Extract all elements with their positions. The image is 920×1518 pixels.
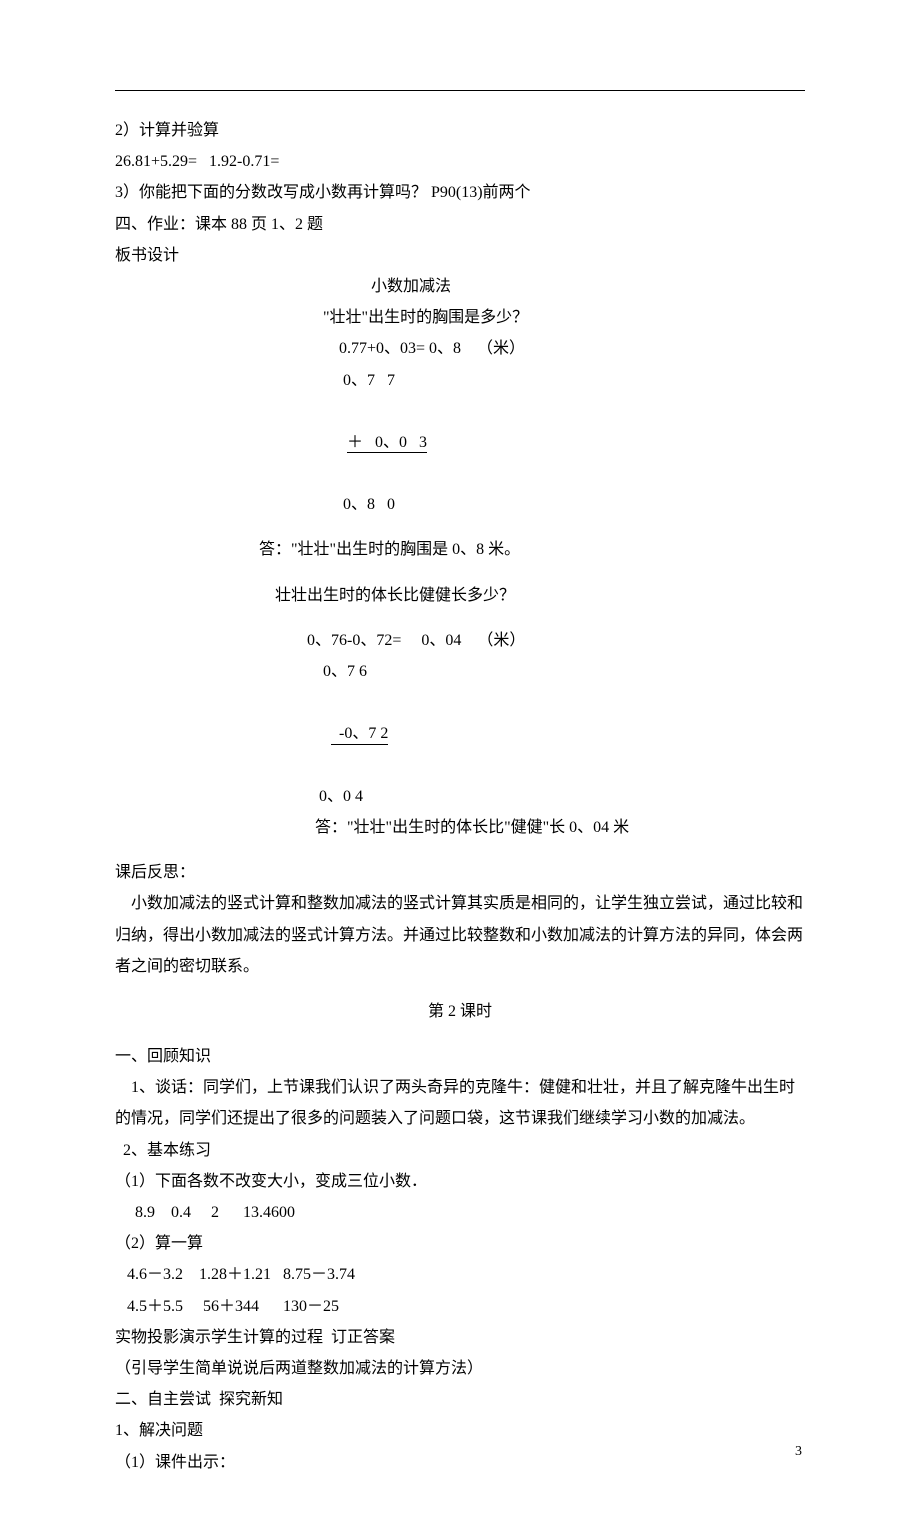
board-question-2: 壮壮出生时的体长比健健长多少？	[115, 580, 805, 611]
body-line: 四、作业：课本 88 页 1、2 题	[115, 209, 805, 240]
body-line: （1）下面各数不改变大小，变成三位小数．	[115, 1166, 805, 1197]
body-line: （引导学生简单说说后两道整数加减法的计算方法）	[115, 1353, 805, 1384]
body-line: 8.9 0.4 2 13.4600	[115, 1197, 805, 1228]
spacer	[115, 843, 805, 857]
board-calc-2: 0、76-0、72= 0、04 （米） 0、7 6 -0、7 2 0、0 4 答…	[307, 625, 805, 843]
top-rule	[115, 90, 805, 91]
lesson-2-heading: 第 2 课时	[115, 996, 805, 1027]
board-eq-1: 0.77+0、03= 0、8 （米）	[323, 333, 805, 364]
body-line: 4.6－3.2 1.28＋1.21 8.75－3.74	[115, 1259, 805, 1290]
body-line: （1）课件出示：	[115, 1447, 805, 1478]
spacer	[115, 566, 805, 580]
board-title: 小数加减法	[323, 271, 805, 302]
reflection-paragraph: 小数加减法的竖式计算和整数加减法的竖式计算其实质是相同的，让学生独立尝试，通过比…	[115, 888, 805, 982]
spacer	[115, 520, 805, 534]
body-line: （2）算一算	[115, 1228, 805, 1259]
section-heading: 二、自主尝试 探究新知	[115, 1384, 805, 1415]
body-line: 实物投影演示学生计算的过程 订正答案	[115, 1322, 805, 1353]
section-heading: 一、回顾知识	[115, 1041, 805, 1072]
board-answer-2: 答："壮壮"出生时的体长比"健健"长 0、04 米	[307, 812, 805, 843]
body-line: 4.5＋5.5 56＋344 130－25	[115, 1291, 805, 1322]
vertical-calc-result: 0、0 4	[307, 781, 805, 812]
board-eq-2: 0、76-0、72= 0、04 （米）	[307, 625, 805, 656]
vertical-calc-line: -0、7 2	[307, 687, 805, 781]
page: 2）计算并验算 26.81+5.29= 1.92-0.71= 3）你能把下面的分…	[0, 0, 920, 1518]
body-line: 26.81+5.29= 1.92-0.71=	[115, 146, 805, 177]
vertical-calc-line: 0、7 7	[323, 365, 805, 396]
spacer	[115, 611, 805, 625]
board-question-1: "壮壮"出生时的胸围是多少？	[323, 302, 805, 333]
vertical-calc-underline: -0、7 2	[331, 725, 388, 745]
spacer	[115, 982, 805, 996]
body-paragraph: 1、谈话：同学们，上节课我们认识了两头奇异的克隆牛：健健和壮壮，并且了解克隆牛出…	[115, 1072, 805, 1134]
board-answer-1: 答："壮壮"出生时的胸围是 0、8 米。	[115, 534, 805, 565]
vertical-calc-line: 0、7 6	[307, 656, 805, 687]
spacer	[115, 101, 805, 115]
body-line: 2、基本练习	[115, 1135, 805, 1166]
body-line: 3）你能把下面的分数改写成小数再计算吗？ P90(13)前两个	[115, 177, 805, 208]
page-number: 3	[795, 1438, 802, 1465]
vertical-calc-line: ＋ 0、0 3	[323, 396, 805, 490]
body-line: 1、解决问题	[115, 1415, 805, 1446]
vertical-calc-underline: ＋ 0、0 3	[347, 434, 427, 454]
vertical-calc-result: 0、8 0	[323, 489, 805, 520]
spacer	[115, 1027, 805, 1041]
board-design-block: 小数加减法 "壮壮"出生时的胸围是多少？ 0.77+0、03= 0、8 （米） …	[323, 271, 805, 521]
body-line: 2）计算并验算	[115, 115, 805, 146]
body-line: 板书设计	[115, 240, 805, 271]
reflection-heading: 课后反思：	[115, 857, 805, 888]
